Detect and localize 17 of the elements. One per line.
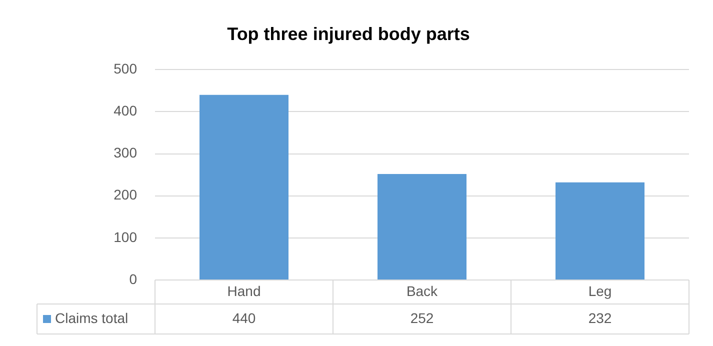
bar <box>378 174 466 280</box>
x-tick-label: Back <box>406 282 439 299</box>
x-tick-label: Leg <box>588 282 612 299</box>
y-tick-label: 400 <box>114 102 138 119</box>
data-label: 252 <box>410 310 434 326</box>
y-tick-label: 300 <box>114 144 138 161</box>
y-tick-label: 200 <box>114 186 138 203</box>
bar <box>200 94 288 280</box>
legend-label: Claims total <box>55 310 128 326</box>
data-label: 440 <box>232 310 256 326</box>
y-tick-label: 0 <box>129 270 138 287</box>
bar <box>556 182 644 280</box>
chart-title: Top three injured body parts <box>227 24 470 44</box>
y-tick-label: 100 <box>114 228 138 245</box>
x-tick-label: Hand <box>227 282 261 299</box>
data-label: 232 <box>588 310 612 326</box>
y-tick-label: 500 <box>114 60 138 76</box>
